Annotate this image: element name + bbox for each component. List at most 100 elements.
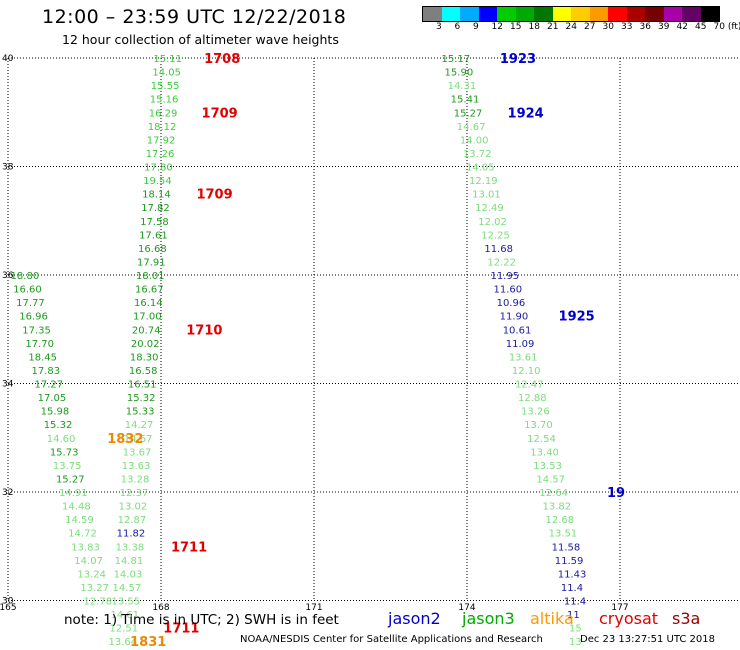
scale-label: 18: [528, 22, 540, 32]
wave-height-value: 12.68: [546, 515, 575, 526]
wave-height-value: 18.45: [28, 352, 57, 363]
wave-height-value: 17.58: [140, 217, 169, 228]
wave-height-value: 17.91: [137, 257, 166, 268]
scale-label: 36: [639, 22, 651, 32]
scale-label: 21: [547, 22, 559, 32]
units-note: note: 1) Time is in UTC; 2) SWH is in fe…: [64, 612, 339, 628]
wave-height-value: 12.49: [475, 203, 504, 214]
wave-height-value: 12.02: [478, 217, 507, 228]
pass-time-label: 1832: [107, 432, 143, 447]
wave-height-value: 13.72: [463, 149, 492, 160]
scale-label: 33: [621, 22, 633, 32]
scale-label: 42: [676, 22, 688, 32]
wave-height-value: 11.90: [500, 312, 529, 323]
latitude-tick-label: 36: [2, 271, 14, 281]
wave-height-value: 13: [569, 637, 582, 648]
pass-time-label: 1831: [130, 635, 166, 650]
wave-height-values: 15.11 14.05 15.55 15.16 16.29 18.12 17.92 17.26…: [11, 54, 587, 648]
wave-height-value: 14.57: [113, 583, 142, 594]
color-scale-legend: [422, 6, 720, 22]
pass-time-label: 1709: [202, 106, 238, 121]
longitude-tick-label: 174: [458, 603, 475, 613]
wave-height-value: 12.64: [539, 488, 568, 499]
wave-height-value: 11.59: [555, 556, 584, 567]
wave-height-value: 18.80: [11, 271, 40, 282]
wave-height-value: 14.81: [115, 556, 144, 567]
satellite-legend-altika: altika: [530, 609, 574, 628]
scale-swatch: [478, 7, 497, 21]
wave-height-value: 15.11: [153, 54, 182, 65]
pass-time-label: 1710: [186, 323, 222, 338]
wave-height-value: 13.75: [53, 461, 82, 472]
wave-height-value: 13.40: [530, 447, 559, 458]
scale-swatch: [423, 7, 442, 21]
wave-height-value: 15: [569, 624, 582, 635]
wave-height-value: 20.02: [131, 339, 160, 350]
credit-footer: NOAA/NESDIS Center for Satellite Applica…: [240, 634, 543, 645]
wave-height-value: 16.14: [134, 298, 163, 309]
wave-height-value: 13.28: [121, 474, 150, 485]
wave-height-value: 13.27: [80, 583, 109, 594]
wave-height-value: 13.51: [549, 529, 578, 540]
latitude-tick-label: 30: [2, 597, 14, 607]
latitude-tick-label: 32: [2, 488, 13, 498]
wave-height-value: 17.70: [25, 339, 54, 350]
wave-height-value: 14.60: [47, 434, 76, 445]
wave-height-value: 11.43: [558, 569, 587, 580]
wave-height-value: 17.92: [147, 135, 176, 146]
wave-height-value: 13.61: [509, 352, 538, 363]
scale-swatch: [441, 7, 460, 21]
map-grid: 165 168 171 174 177 40 38 36 34 32 30: [0, 54, 740, 613]
pass-time-label: 1925: [559, 310, 595, 325]
scale-label: 15: [510, 22, 522, 32]
scale-label: 70 (ft): [713, 22, 740, 32]
wave-height-value: 13.26: [521, 407, 550, 418]
wave-height-value: 15.27: [56, 474, 85, 485]
wave-height-value: 17.82: [141, 203, 170, 214]
wave-height-value: 16.68: [138, 244, 167, 255]
pass-time-label: 1709: [196, 188, 232, 203]
scale-swatch: [608, 7, 627, 21]
scale-label: 12: [491, 22, 503, 32]
wave-height-value: 17.05: [38, 393, 67, 404]
wave-height-value: 17.26: [146, 149, 175, 160]
pass-time-label: 1923: [500, 52, 536, 67]
wave-height-value: 10.61: [503, 325, 532, 336]
wave-height-value: 14.05: [152, 68, 181, 79]
wave-height-value: 14.61: [111, 610, 140, 621]
wave-height-value: 14.59: [65, 515, 94, 526]
wave-height-value: 17.27: [35, 380, 64, 391]
scale-label: 27: [584, 22, 596, 32]
pass-time-label: 1708: [204, 52, 240, 67]
wave-height-value: 15.55: [151, 81, 180, 92]
wave-height-value: 17.77: [16, 298, 45, 309]
wave-height-value: 11.82: [117, 529, 146, 540]
scale-label: 39: [658, 22, 670, 32]
wave-height-value: 14.07: [74, 556, 103, 567]
pass-time-label: 1711: [163, 622, 199, 637]
longitude-tick-label: 177: [611, 603, 628, 613]
wave-height-value: 11.4: [561, 583, 583, 594]
wave-height-value: 13.55: [112, 597, 141, 608]
wave-height-value: 13.82: [542, 502, 571, 513]
scale-swatch: [663, 7, 682, 21]
latitude-tick-label: 40: [2, 54, 14, 64]
satellite-legend-jason2: jason2: [388, 609, 441, 628]
scale-label: 30: [602, 22, 614, 32]
wave-height-value: 15.41: [451, 95, 480, 106]
wave-height-value: 13.67: [123, 447, 152, 458]
wave-height-value: 14.05: [466, 163, 495, 174]
wave-height-value: 16.51: [128, 380, 157, 391]
pass-time-label: 1711: [171, 540, 207, 555]
scale-swatch: [645, 7, 664, 21]
scale-label: 9: [473, 22, 479, 32]
wave-height-value: 11.60: [494, 285, 523, 296]
wave-height-value: 13.24: [77, 569, 106, 580]
wave-height-value: 18.12: [148, 122, 177, 133]
wave-height-value: 16.58: [129, 366, 158, 377]
wave-height-value: 13.70: [524, 420, 553, 431]
scale-swatch: [682, 7, 701, 21]
wave-height-value: 15.27: [454, 108, 483, 119]
wave-height-value: 15.17: [442, 54, 471, 65]
